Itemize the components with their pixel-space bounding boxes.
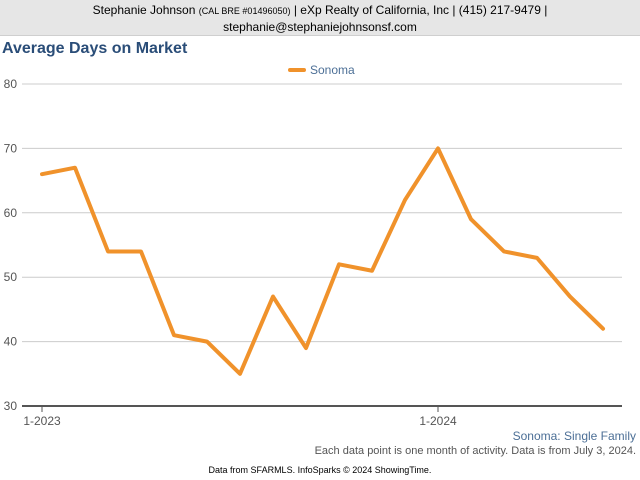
agent-name: Stephanie Johnson bbox=[92, 3, 196, 17]
x-tick-label: 1-2024 bbox=[419, 414, 457, 428]
y-tick-label: 30 bbox=[4, 399, 18, 413]
agent-email: stephanie@stephaniejohnsonsf.com bbox=[223, 20, 417, 34]
y-tick-label: 80 bbox=[4, 77, 18, 91]
y-tick-label: 50 bbox=[4, 270, 18, 284]
agent-contact-line-1: Stephanie Johnson (CAL BRE #01496050) | … bbox=[0, 2, 640, 19]
legend-label: Sonoma bbox=[310, 63, 355, 77]
y-tick-label: 60 bbox=[4, 206, 18, 220]
agent-company-phone: | eXp Realty of California, Inc | (415) … bbox=[293, 3, 548, 17]
x-tick-label: 1-2023 bbox=[23, 414, 61, 428]
agent-license: (CAL BRE #01496050) bbox=[198, 6, 291, 16]
y-tick-label: 70 bbox=[4, 141, 18, 155]
region-type-caption: Sonoma: Single Family bbox=[512, 429, 636, 443]
data-source-footer: Data from SFARMLS. InfoSparks © 2024 Sho… bbox=[208, 465, 432, 475]
y-tick-label: 40 bbox=[4, 335, 18, 349]
series-line-sonoma bbox=[40, 146, 605, 376]
data-note-caption: Each data point is one month of activity… bbox=[314, 445, 636, 457]
chart-title: Average Days on Market bbox=[2, 40, 188, 57]
agent-header: Stephanie Johnson (CAL BRE #01496050) | … bbox=[0, 0, 640, 36]
